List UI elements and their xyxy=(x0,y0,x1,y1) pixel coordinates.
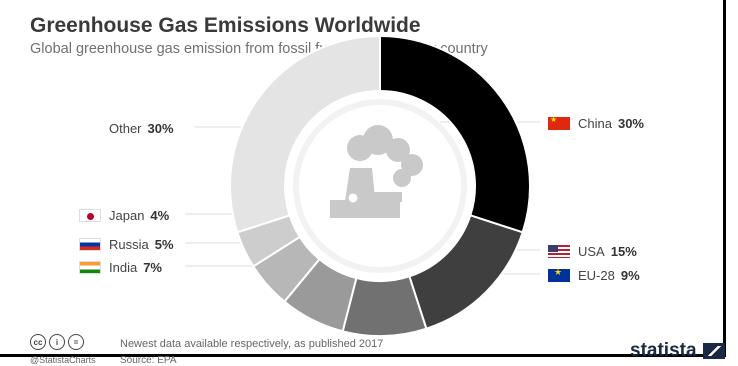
chart-frame xyxy=(0,0,726,357)
label-usa-pct: 15% xyxy=(610,244,637,259)
label-other-pct: 30% xyxy=(147,121,174,136)
usa-flag-icon xyxy=(548,245,570,258)
donut-slice-china xyxy=(379,34,531,234)
label-india-name: India xyxy=(109,260,138,275)
license-icons: cc i = xyxy=(30,334,84,350)
label-russia-pct: 5% xyxy=(154,237,174,252)
label-russia-name: Russia xyxy=(109,237,149,252)
label-usa-name: USA xyxy=(578,244,605,259)
label-other: Other 30% xyxy=(109,121,174,136)
label-china-pct: 30% xyxy=(617,116,644,131)
label-japan-pct: 4% xyxy=(150,208,170,223)
japan-flag-icon xyxy=(79,209,101,222)
label-india-pct: 7% xyxy=(143,260,162,275)
label-china-name: China xyxy=(578,116,612,131)
twitter-handle: @StatistaCharts xyxy=(30,355,96,365)
footer-note: Newest data available respectively, as p… xyxy=(120,338,384,350)
no-derivatives-icon[interactable]: = xyxy=(68,334,84,350)
eu-flag-icon xyxy=(548,269,570,282)
factory-smoke-icon xyxy=(330,125,423,218)
statista-wordmark: statista xyxy=(630,340,697,361)
label-russia: Russia 5% xyxy=(79,237,174,252)
label-other-name: Other xyxy=(109,121,142,136)
china-flag-icon xyxy=(548,117,570,130)
label-usa: USA 15% xyxy=(548,244,637,259)
russia-flag-icon xyxy=(79,238,101,251)
statista-logo[interactable]: statista xyxy=(630,340,725,362)
chart-title: Greenhouse Gas Emissions Worldwide xyxy=(30,14,421,37)
donut-slice-other xyxy=(229,34,381,234)
label-eu28-name: EU-28 xyxy=(578,268,615,283)
india-flag-icon xyxy=(79,261,101,274)
attribution-icon[interactable]: i xyxy=(49,334,65,350)
label-japan-name: Japan xyxy=(109,208,145,223)
source-text: Source: EPA xyxy=(120,355,177,366)
label-eu28-pct: 9% xyxy=(620,268,640,283)
donut-center-inner xyxy=(299,105,461,267)
label-india: India 7% xyxy=(79,260,162,275)
statista-mark-icon xyxy=(702,343,725,359)
creative-commons-icon[interactable]: cc xyxy=(30,334,46,350)
label-eu28: EU-28 9% xyxy=(548,268,640,283)
label-china: China 30% xyxy=(548,116,644,131)
label-japan: Japan 4% xyxy=(79,208,169,223)
